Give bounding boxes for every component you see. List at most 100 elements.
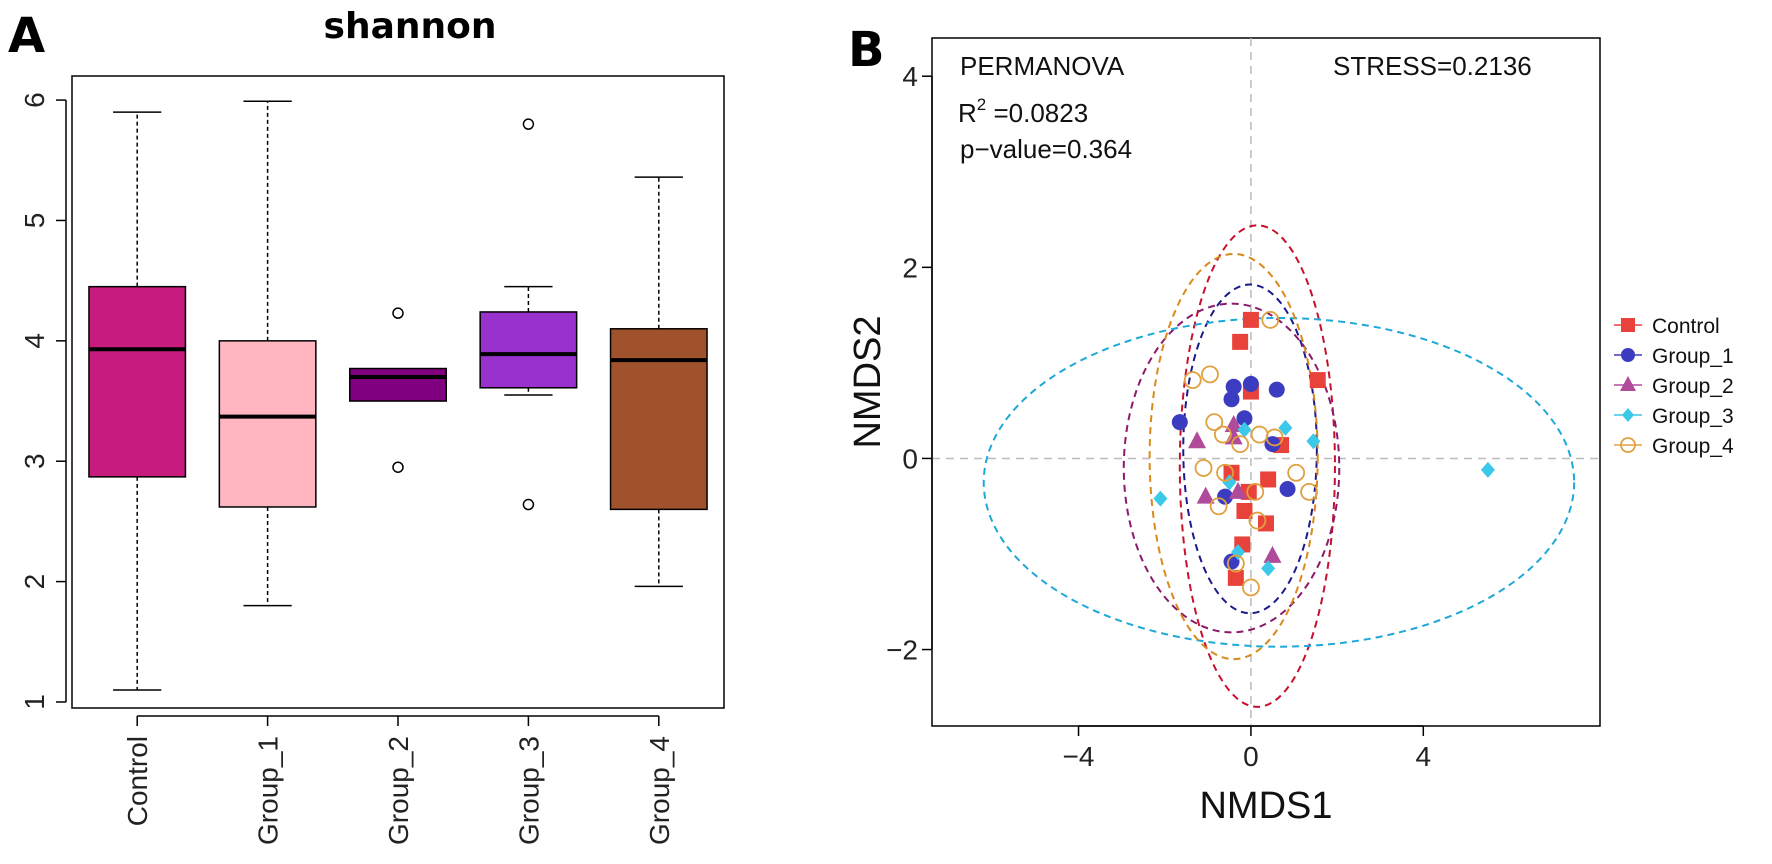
panel-a-x-tick-label: Group_1 bbox=[253, 736, 284, 845]
r2-label: R bbox=[958, 98, 977, 128]
box-group-2 bbox=[349, 307, 447, 473]
x-axis-title: NMDS1 bbox=[1199, 785, 1332, 827]
legend-item-group-1: Group_1 bbox=[1614, 345, 1734, 368]
series-group-4 bbox=[1183, 310, 1318, 597]
legend-marker-group-4 bbox=[1620, 437, 1636, 453]
point-group-1 bbox=[1279, 481, 1296, 498]
panel-b-y-tick-label: 4 bbox=[902, 61, 918, 92]
legend-marker-group-3 bbox=[1622, 408, 1634, 422]
point-group-3 bbox=[1261, 560, 1276, 577]
point-control bbox=[1309, 372, 1326, 389]
ellipse-group-2 bbox=[1122, 302, 1341, 634]
point-group-4 bbox=[1246, 482, 1265, 501]
legend-label: Group_4 bbox=[1652, 435, 1734, 458]
point-group-3 bbox=[1237, 421, 1252, 438]
box-control bbox=[88, 111, 187, 691]
point-group-4 bbox=[1300, 482, 1318, 501]
point-control bbox=[1258, 515, 1274, 532]
panel-a-y-tick-label: 1 bbox=[19, 694, 50, 710]
point-control bbox=[1232, 333, 1249, 350]
ellipse-control bbox=[1178, 224, 1336, 708]
point-group-4 bbox=[1287, 463, 1306, 482]
panel-a-y-tick-label: 2 bbox=[19, 574, 50, 590]
box-group-3 bbox=[479, 118, 578, 511]
panel-b-label: B bbox=[848, 22, 885, 78]
point-group-4 bbox=[1194, 459, 1213, 477]
point-group-2 bbox=[1188, 431, 1207, 449]
outlier-point bbox=[522, 118, 535, 130]
box-iqr bbox=[349, 367, 447, 402]
point-group-2 bbox=[1196, 486, 1215, 504]
permanova-label: PERMANOVA bbox=[960, 51, 1125, 81]
panel-b-x-tick-label: −4 bbox=[1063, 741, 1095, 772]
legend-label: Group_3 bbox=[1652, 405, 1734, 428]
panel-b-x-axis: −4 0 4 bbox=[1063, 725, 1431, 772]
point-group-4 bbox=[1216, 463, 1234, 482]
box-group-1 bbox=[218, 100, 317, 607]
point-group-1 bbox=[1225, 378, 1242, 395]
panel-a-y-tick-label: 3 bbox=[19, 453, 50, 469]
panel-a-y-tick-label: 6 bbox=[19, 92, 50, 108]
panel-b-x-tick-label: 0 bbox=[1243, 741, 1259, 772]
legend-label: Group_2 bbox=[1652, 375, 1734, 398]
panel-a-title: shannon bbox=[324, 6, 497, 47]
legend-marker-group-1 bbox=[1621, 348, 1635, 362]
box-iqr bbox=[218, 340, 317, 508]
point-group-4 bbox=[1265, 428, 1284, 447]
panel-b-y-tick-label: −2 bbox=[886, 635, 918, 666]
panel-a-boxes bbox=[88, 100, 708, 691]
panel-b-y-tick-label: 0 bbox=[902, 443, 918, 474]
panel-a-x-tick-label: Group_2 bbox=[383, 736, 414, 845]
point-group-4 bbox=[1214, 425, 1232, 444]
panel-b-legend: Control Group_1 Group_2 Group_3 Group_4 bbox=[1614, 315, 1734, 458]
box-iqr bbox=[609, 328, 708, 511]
point-group-4 bbox=[1205, 413, 1224, 432]
legend-item-control: Control bbox=[1614, 315, 1720, 338]
point-group-4 bbox=[1261, 310, 1280, 329]
point-group-2 bbox=[1224, 415, 1243, 432]
point-group-1 bbox=[1236, 410, 1253, 427]
point-control bbox=[1236, 503, 1253, 519]
point-group-2 bbox=[1228, 481, 1247, 499]
point-group-4 bbox=[1231, 435, 1250, 454]
point-group-1 bbox=[1264, 436, 1281, 453]
point-group-4 bbox=[1226, 554, 1245, 573]
r2-annotation: R2 =0.0823 bbox=[958, 95, 1088, 128]
point-group-3 bbox=[1222, 474, 1237, 491]
point-group-1 bbox=[1242, 375, 1259, 392]
point-control bbox=[1227, 569, 1244, 586]
ellipse-group-4 bbox=[1148, 252, 1319, 661]
outlier-point bbox=[392, 307, 404, 319]
series-group-3 bbox=[1153, 419, 1495, 577]
point-group-1 bbox=[1268, 381, 1285, 398]
legend-label: Control bbox=[1652, 315, 1720, 338]
panel-a-x-tick-label: Control bbox=[122, 736, 153, 826]
ellipse-group-1 bbox=[1182, 283, 1318, 615]
panel-a-y-tick-label: 5 bbox=[19, 213, 50, 229]
outlier-point bbox=[522, 498, 535, 511]
panel-a-x-axis: Control Group_1 Group_2 Group_3 Group_4 bbox=[122, 715, 675, 845]
panel-b-y-tick-label: 2 bbox=[902, 252, 918, 283]
point-group-4 bbox=[1209, 497, 1228, 516]
r2-superscript: 2 bbox=[977, 95, 986, 114]
point-group-4 bbox=[1183, 371, 1202, 389]
legend-item-group-3: Group_3 bbox=[1614, 405, 1734, 428]
panel-a-y-axis: 1 2 3 4 5 6 bbox=[19, 92, 67, 710]
point-group-4 bbox=[1248, 511, 1267, 530]
point-group-2 bbox=[1263, 545, 1282, 563]
panel-b-y-axis: −2 0 2 4 bbox=[886, 61, 933, 666]
stress-label: STRESS=0.2136 bbox=[1333, 51, 1532, 81]
panel-a-x-tick-label: Group_4 bbox=[644, 736, 675, 845]
point-control bbox=[1242, 311, 1259, 328]
panel-a-x-tick-label: Group_3 bbox=[513, 736, 544, 845]
legend-label: Group_1 bbox=[1652, 345, 1734, 368]
point-group-3 bbox=[1278, 419, 1293, 436]
point-group-4 bbox=[1201, 365, 1219, 384]
outlier-point bbox=[392, 461, 404, 473]
point-group-3 bbox=[1480, 461, 1495, 478]
point-group-1 bbox=[1223, 391, 1240, 408]
legend-item-group-4: Group_4 bbox=[1614, 435, 1734, 458]
p-value-label: p−value=0.364 bbox=[960, 134, 1132, 164]
panel-a-plot-frame bbox=[71, 75, 725, 709]
